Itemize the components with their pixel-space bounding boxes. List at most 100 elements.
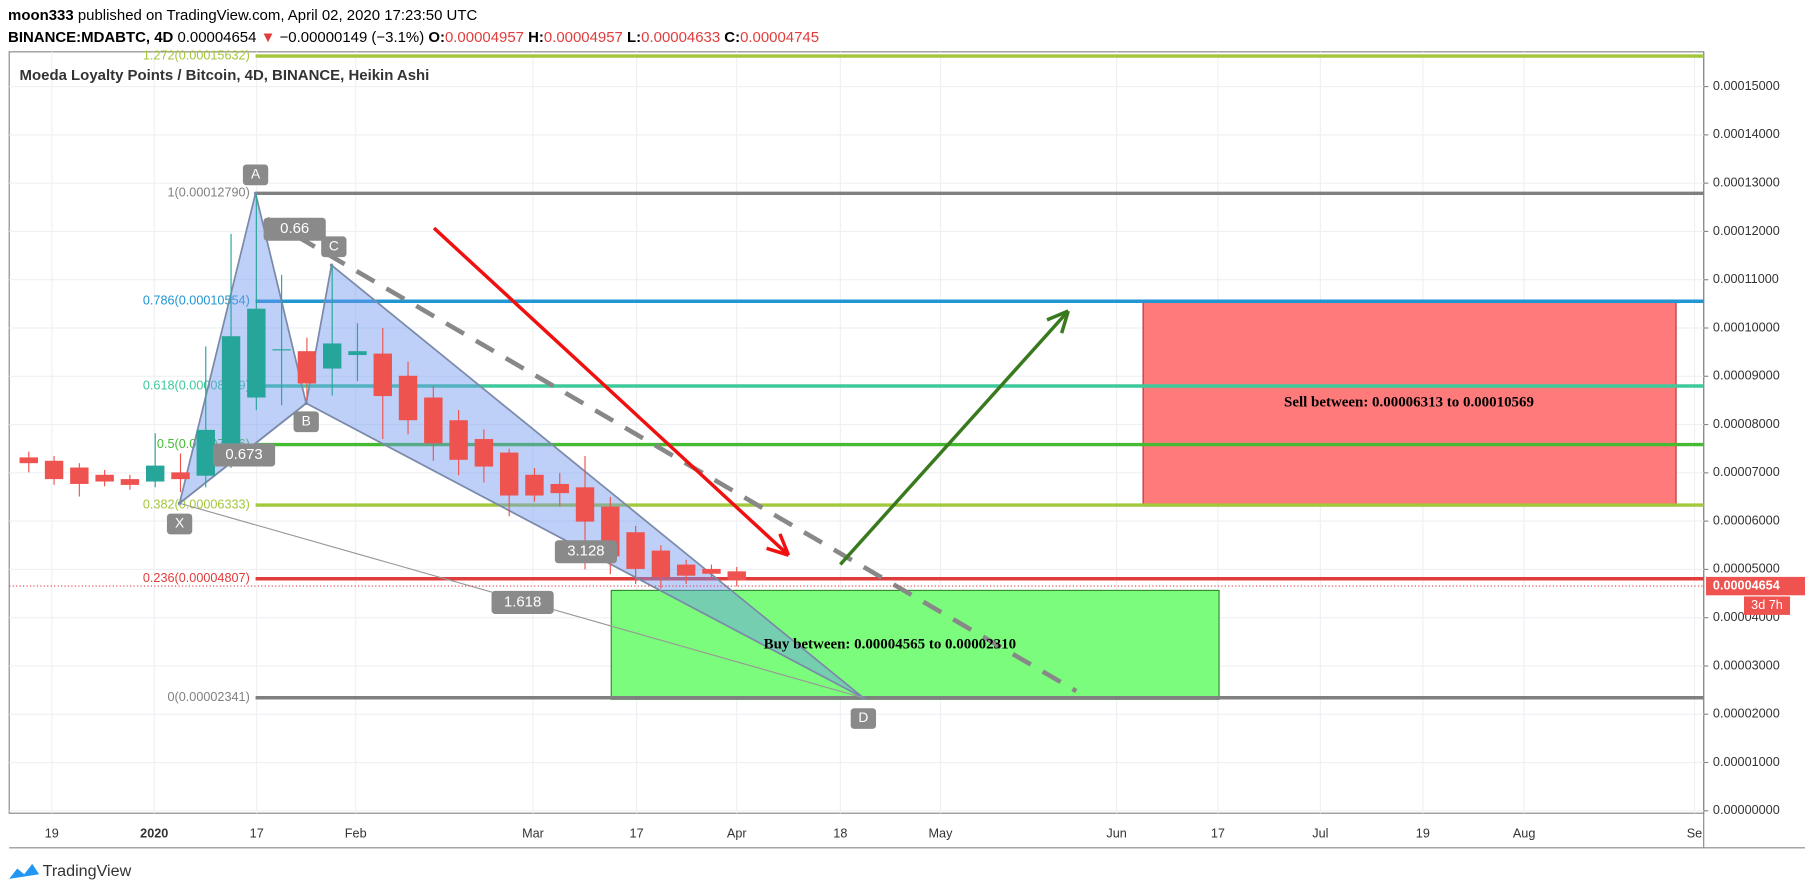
ratio-tag — [554, 540, 618, 564]
o-label: O: — [428, 29, 445, 46]
down-arrow-head — [766, 546, 790, 557]
x-tick-label: Mar — [522, 826, 544, 840]
ratio-tag — [212, 443, 276, 467]
candle-body — [449, 420, 468, 460]
candle-body — [221, 336, 241, 444]
down-arrow — [432, 226, 790, 557]
candle-body — [95, 474, 114, 482]
x-tick-label: Feb — [345, 826, 367, 840]
y-tick-label: 0.00001000 — [1713, 755, 1780, 769]
candle-body — [626, 532, 645, 569]
h-label: H: — [528, 29, 544, 46]
candle-body — [322, 343, 342, 369]
symbol: BINANCE:MDABTC, 4D — [8, 29, 173, 46]
arrow: ▼ — [261, 29, 276, 46]
pattern-point — [304, 401, 308, 406]
pattern-tag — [166, 513, 193, 535]
last-price-label: 0.00004654 — [1713, 578, 1780, 592]
x-tick-label: 19 — [45, 826, 59, 840]
up-arrow — [839, 309, 1070, 566]
low: 0.00004633 — [641, 29, 720, 46]
ohlc-line: BINANCE:MDABTC, 4D 0.00004654 ▼ −0.00000… — [8, 29, 819, 46]
pattern-point — [253, 191, 258, 196]
up-arrow-head — [1046, 309, 1069, 322]
candle-body — [676, 564, 696, 576]
trend-dashed — [265, 216, 1078, 694]
down-arrow-head — [778, 533, 791, 556]
buy-box-text: Buy between: 0.00004565 to 0.00002310 — [764, 636, 1016, 652]
pattern-tag — [321, 236, 347, 258]
tradingview-logo — [9, 863, 40, 879]
sell-box-text: Sell between: 0.00006313 to 0.00010569 — [1284, 395, 1534, 411]
y-tick-label: 0.00000000 — [1713, 803, 1780, 817]
y-tick-label: 0.00011000 — [1713, 272, 1779, 286]
pattern-label: X — [175, 515, 184, 531]
pattern-tag — [293, 411, 319, 433]
publisher: moon333 — [8, 7, 74, 24]
candle-body — [348, 351, 367, 356]
x-tick-label: 18 — [833, 826, 847, 840]
pattern-point — [329, 263, 334, 267]
y-tick-label: 0.00010000 — [1713, 320, 1780, 334]
ratio-label: 3.128 — [567, 543, 604, 560]
l-label: L: — [627, 29, 641, 46]
footer-brand: TradingView — [43, 862, 132, 880]
x-tick-label: Apr — [727, 826, 747, 840]
x-tick-label: 17 — [250, 826, 264, 840]
y-tick-label: 0.00013000 — [1713, 175, 1780, 189]
candle-body — [19, 457, 38, 464]
pattern-point — [177, 501, 182, 505]
pattern-point — [861, 696, 866, 700]
x-tick-label: Jul — [1312, 826, 1328, 840]
candle-body — [727, 571, 746, 581]
x-tick-label: Aug — [1513, 826, 1536, 840]
last-price-tag — [1706, 576, 1805, 596]
candle-body — [373, 353, 392, 397]
pattern-tag — [242, 164, 269, 186]
published-text: published on TradingView.com, April 02, … — [78, 7, 478, 24]
open: 0.00004957 — [445, 29, 524, 46]
y-tick-label: 0.00015000 — [1713, 79, 1780, 93]
fib-label: 1(0.00012790) — [167, 186, 249, 200]
buy-box — [610, 589, 1220, 700]
chart-layer: 19 2020 17 Feb Mar 17 Apr 18 May Jun 17 Jul 19 Aug Se 0… — [9, 48, 1805, 840]
candle-body — [44, 460, 64, 480]
x-tick-label: 17 — [630, 826, 644, 840]
fib-label: 0.786(0.00010554) — [143, 294, 250, 308]
y-tick-label: 0.00008000 — [1713, 417, 1780, 431]
candle-body — [70, 467, 89, 484]
countdown-tag — [1743, 596, 1791, 615]
change: −0.00000149 (−3.1%) — [280, 29, 425, 46]
sell-box — [1142, 299, 1677, 507]
candle-body — [247, 308, 266, 398]
candle-body — [575, 487, 595, 522]
ratio-tag — [491, 590, 554, 614]
candle-body — [702, 568, 721, 574]
fib-label: 0.236(0.00004807) — [143, 571, 250, 585]
x-tick-label: Jun — [1106, 826, 1126, 840]
pattern-label: C — [329, 237, 339, 253]
y-tick-label: 0.00014000 — [1713, 127, 1780, 141]
candle-body — [145, 465, 165, 482]
ratio-label: 0.673 — [225, 446, 262, 463]
pattern-tag — [850, 708, 877, 729]
candle-body — [550, 483, 569, 494]
pattern-label: B — [302, 412, 311, 428]
y-tick-label: 0.00007000 — [1713, 465, 1780, 479]
x-tick-label: 2020 — [140, 826, 168, 840]
x-tick-label: Se — [1687, 826, 1702, 840]
candle-body — [424, 397, 443, 444]
candle-body — [474, 439, 494, 467]
y-tick-label: 0.00003000 — [1713, 658, 1780, 672]
candle-body — [196, 429, 215, 476]
x-tick-label: 19 — [1416, 826, 1430, 840]
countdown-label: 3d 7h — [1751, 598, 1783, 612]
candle-body — [651, 550, 671, 578]
last: 0.00004654 — [177, 29, 256, 46]
y-tick-label: 0.00009000 — [1713, 369, 1780, 383]
x-tick-label: May — [929, 826, 954, 840]
candle-body — [525, 474, 544, 496]
candle-body — [398, 375, 418, 421]
